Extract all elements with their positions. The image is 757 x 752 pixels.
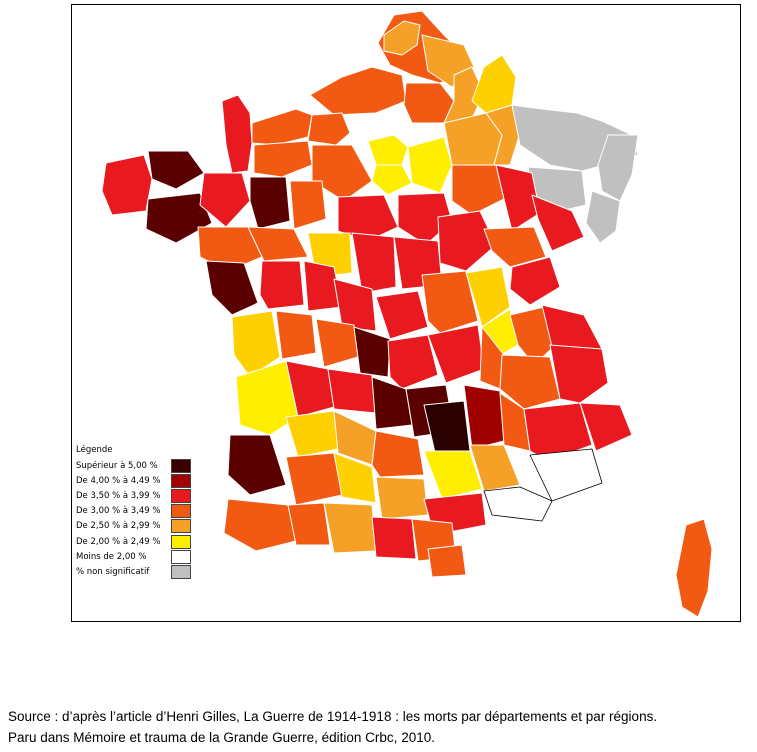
legend-label: De 2,50 % à 2,99 %	[76, 521, 161, 532]
region-indre	[333, 278, 377, 332]
region-lozere	[423, 400, 471, 458]
legend-item: De 3,00 % à 3,49 %	[76, 504, 226, 519]
region-manche	[221, 94, 253, 174]
source-line-2: Paru dans Mémoire et trauma de la Grande…	[8, 730, 435, 745]
region-saone-et-loire	[421, 270, 479, 334]
map-frame: Légende Supérieur à 5,00 % De 4,00 % à 4…	[71, 4, 741, 622]
region-creuse	[353, 326, 391, 378]
region-seine-et-marne	[407, 136, 453, 194]
region-val-doise	[367, 134, 409, 166]
legend-item: Moins de 2,00 %	[76, 549, 226, 564]
legend-swatch	[171, 458, 191, 473]
region-var	[529, 448, 603, 502]
legend-item: De 2,50 % à 2,99 %	[76, 519, 226, 534]
region-haute-marne	[495, 164, 541, 232]
legend-item: % non significatif	[76, 564, 226, 579]
region-allier	[375, 290, 429, 340]
legend-swatch	[171, 534, 191, 549]
region-sarthe	[289, 180, 327, 230]
legend-label: De 3,50 % à 3,99 %	[76, 490, 161, 501]
region-haut-rhin	[585, 190, 621, 244]
region-somme	[309, 66, 407, 116]
legend-swatch	[171, 488, 191, 503]
region-ardennes	[471, 54, 517, 114]
region-cotes-darmor	[147, 150, 205, 190]
region-morbihan	[145, 192, 213, 244]
region-ariege	[371, 516, 417, 560]
region-deux-sevres	[259, 260, 305, 310]
legend-item: Supérieur à 5,00 %	[76, 458, 226, 473]
region-ille-et-vilaine	[199, 172, 251, 228]
region-isere	[499, 354, 561, 410]
region-hautes-pyrenees	[287, 502, 331, 546]
region-tarn	[375, 476, 429, 520]
region-pas-de-calais-north	[383, 20, 421, 56]
legend-item: De 3,50 % à 3,99 %	[76, 488, 226, 503]
region-vendee	[205, 260, 259, 316]
region-lot-et-garonne	[285, 410, 339, 458]
region-eure-et-loir	[311, 144, 373, 202]
legend-label: De 4,00 % à 4,49 %	[76, 475, 161, 486]
source-line-1: Source : d’après l’article d’Henri Gille…	[8, 709, 658, 724]
legend-swatch	[171, 504, 191, 519]
region-gironde	[235, 360, 299, 436]
legend-title: Légende	[76, 445, 113, 455]
region-finistere	[101, 154, 153, 216]
france-map	[101, 10, 713, 618]
region-pyrenees-orientales	[427, 544, 467, 578]
region-aube	[451, 164, 505, 216]
source-caption: Source : d’après l’article d’Henri Gille…	[8, 706, 657, 748]
legend-label: De 3,00 % à 3,49 %	[76, 506, 161, 517]
region-loire-atlantique	[197, 226, 263, 272]
legend-label: Supérieur à 5,00 %	[76, 460, 158, 471]
region-charente	[275, 310, 317, 360]
region-cher	[351, 232, 397, 294]
region-gers	[285, 452, 343, 506]
region-doubs	[509, 256, 561, 306]
legend-label: De 2,00 % à 2,49 %	[76, 536, 161, 547]
region-correze	[327, 368, 377, 414]
legend-label: Moins de 2,00 %	[76, 551, 147, 562]
region-haute-saone	[483, 226, 547, 268]
region-gard	[423, 450, 483, 500]
region-pyrenees-atlantiques	[223, 498, 297, 552]
legend-label: % non significatif	[76, 566, 150, 577]
legend-item: De 4,00 % à 4,49 %	[76, 473, 226, 488]
region-paris	[371, 164, 413, 196]
region-ardeche	[463, 384, 505, 450]
region-hautes-alpes	[549, 344, 609, 404]
region-puy-de-dome	[387, 334, 439, 390]
legend-swatch	[171, 549, 191, 564]
region-bouches-du-rhone	[483, 486, 553, 522]
region-charente-maritime	[231, 310, 281, 378]
region-mayenne	[249, 176, 291, 230]
region-vosges	[531, 194, 585, 252]
region-cote-dor	[437, 210, 497, 272]
region-tarn-et-garonne	[333, 452, 377, 504]
region-orne	[253, 140, 313, 178]
legend-item: De 2,00 % à 2,49 %	[76, 534, 226, 549]
region-loiret	[337, 194, 399, 242]
region-jura	[465, 266, 511, 328]
region-maine-et-loire	[247, 226, 309, 262]
region-vaucluse	[469, 444, 521, 492]
region-calvados	[251, 108, 313, 146]
region-corse	[675, 518, 713, 618]
region-haute-vienne	[315, 318, 359, 368]
region-eure	[307, 112, 351, 146]
region-haute-garonne	[323, 502, 377, 554]
region-alpes-maritimes	[579, 402, 633, 452]
legend-swatch	[171, 564, 191, 579]
region-aveyron	[371, 430, 425, 478]
region-landes	[227, 434, 287, 496]
legend: Légende Supérieur à 5,00 % De 4,00 % à 4…	[76, 445, 226, 580]
legend-swatch	[171, 473, 191, 488]
legend-swatch	[171, 519, 191, 534]
